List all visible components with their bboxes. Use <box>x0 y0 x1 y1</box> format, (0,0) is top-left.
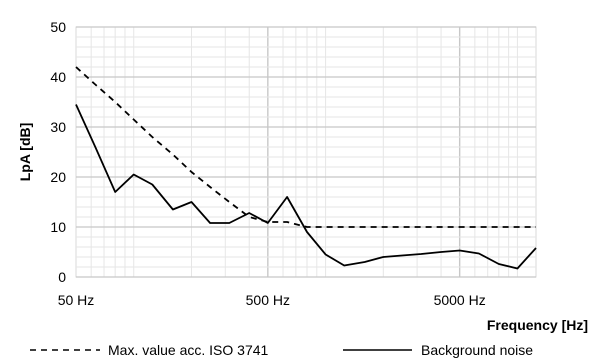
grid <box>75 26 537 278</box>
y-tick-label: 20 <box>50 169 66 185</box>
x-tick-label: 5000 Hz <box>434 292 486 308</box>
x-tick-labels: 50 Hz 500 Hz 5000 Hz <box>58 292 486 308</box>
x-tick-label: 50 Hz <box>58 292 95 308</box>
legend-label-max-value: Max. value acc. ISO 3741 <box>108 342 269 358</box>
legend-label-background-noise: Background noise <box>421 342 533 358</box>
y-tick-labels: 0 10 20 30 40 50 <box>50 19 66 285</box>
y-tick-label: 50 <box>50 19 66 35</box>
series-line-1 <box>75 104 537 270</box>
series-lines <box>75 66 537 270</box>
y-tick-label: 30 <box>50 119 66 135</box>
y-tick-label: 40 <box>50 69 66 85</box>
series-line-0 <box>75 66 536 228</box>
x-tick-label: 500 Hz <box>246 292 290 308</box>
y-tick-label: 10 <box>50 219 66 235</box>
y-axis-title: LpA [dB] <box>17 123 33 182</box>
legend: Max. value acc. ISO 3741 Background nois… <box>30 342 533 358</box>
plot-area-border <box>75 26 537 278</box>
x-axis-title: Frequency [Hz] <box>487 317 588 333</box>
y-tick-label: 0 <box>58 269 66 285</box>
